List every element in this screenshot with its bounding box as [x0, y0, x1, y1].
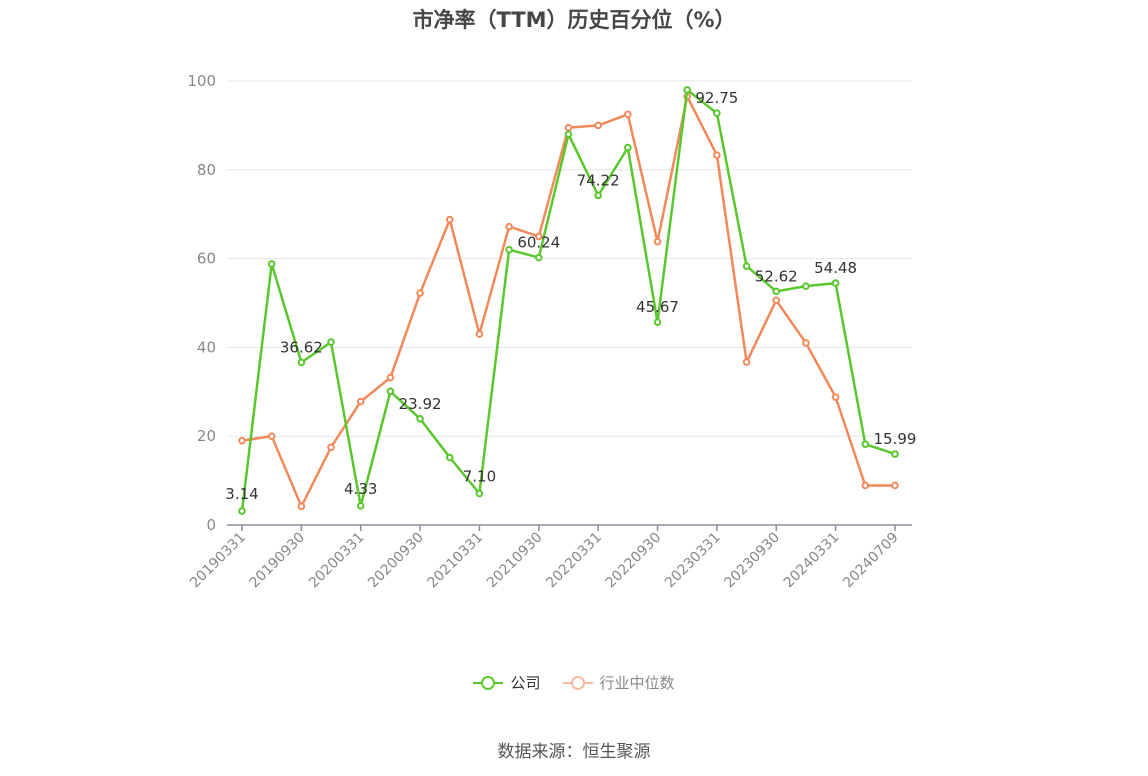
legend-item-company[interactable]: 公司: [473, 672, 541, 693]
y-tick-label: 60: [197, 250, 216, 268]
data-point-industry-median: [831, 393, 840, 401]
data-label: 3.14: [225, 485, 258, 503]
data-label: 60.24: [517, 234, 560, 252]
data-point-industry-median: [475, 330, 484, 338]
data-point-company: [416, 414, 424, 423]
data-point-industry-median: [356, 397, 365, 406]
data-point-company: [535, 253, 543, 262]
y-tick-label: 40: [197, 338, 216, 356]
y-tick-label: 20: [197, 427, 216, 445]
y-tick-label: 0: [206, 516, 216, 534]
data-point-company: [624, 143, 632, 152]
series-line-industry-median: [240, 95, 897, 508]
data-point-company: [445, 453, 454, 462]
data-label: 92.75: [695, 89, 738, 107]
data-point-company: [802, 282, 810, 290]
data-point-industry-median: [653, 237, 662, 246]
data-label: 52.62: [755, 267, 798, 285]
x-tick-label: 20190930: [246, 530, 308, 592]
data-point-industry-median: [772, 296, 781, 305]
data-point-industry-median: [742, 358, 751, 366]
data-point-company: [861, 440, 870, 448]
data-label: 4.33: [344, 480, 377, 498]
data-point-industry-median: [861, 481, 870, 490]
data-point-company: [505, 245, 513, 254]
legend-label-company: 公司: [510, 674, 541, 692]
data-point-company: [594, 191, 602, 200]
data-source-note: 数据来源：恒生聚源: [497, 742, 651, 762]
data-point-company: [327, 338, 335, 346]
data-point-company: [356, 501, 365, 510]
x-tick-label: 20220331: [543, 530, 605, 592]
chart-title: 市净率（TTM）历史百分位（%）: [412, 8, 736, 32]
x-tick-label: 20190331: [187, 530, 249, 592]
data-point-industry-median: [238, 436, 246, 445]
data-point-industry-median: [267, 432, 276, 441]
data-point-industry-median: [713, 151, 721, 159]
axes: 0 20 40 60 80 100 2019033120190930202003312020…: [187, 72, 912, 591]
data-point-industry-median: [505, 222, 513, 231]
data-point-company: [297, 358, 306, 367]
legend-label-industry-median: 行业中位数: [599, 674, 675, 692]
data-point-company: [713, 109, 721, 117]
legend: 公司 行业中位数: [0, 672, 1148, 693]
data-label: 36.62: [280, 338, 323, 356]
series-lines: [238, 86, 899, 515]
y-tick-label: 100: [187, 72, 216, 90]
data-label: 74.22: [577, 171, 620, 189]
data-point-industry-median: [327, 443, 335, 452]
x-tick-label: 20220930: [603, 530, 665, 592]
x-tick-label: 20200930: [365, 530, 427, 592]
x-tick-label: 20200331: [306, 530, 368, 592]
data-point-industry-median: [594, 121, 602, 130]
legend-marker-company-icon: [473, 675, 504, 691]
data-point-company: [772, 287, 781, 296]
legend-marker-industry-icon: [562, 675, 593, 691]
data-point-company: [653, 318, 662, 327]
data-point-industry-median: [386, 373, 395, 382]
x-tick-label: 20240331: [781, 530, 843, 592]
data-labels: 3.14 36.62 4.33 23.92 7.10 60.24 74.22 45.67 92.…: [225, 89, 916, 503]
data-point-company: [238, 507, 246, 515]
data-label: 15.99: [873, 430, 916, 448]
data-point-company: [267, 260, 276, 268]
data-point-industry-median: [624, 110, 632, 119]
data-point-industry-median: [416, 289, 424, 298]
data-point-industry-median: [564, 123, 573, 132]
data-point-industry-median: [445, 215, 454, 224]
y-tick-label: 80: [197, 161, 216, 179]
data-label: 7.10: [463, 467, 496, 485]
data-point-company: [891, 450, 899, 458]
data-point-company: [683, 86, 692, 94]
series-line-company: [240, 88, 897, 513]
data-point-company: [564, 130, 573, 139]
data-point-industry-median: [891, 481, 899, 490]
data-point-company: [742, 262, 751, 270]
x-tick-label: 20230930: [721, 530, 783, 592]
data-label: 54.48: [814, 259, 857, 277]
x-tick-label: 20240709: [840, 530, 902, 592]
x-tick-label: 20210331: [425, 530, 487, 592]
x-tick-label: 20210930: [484, 530, 546, 592]
x-tick-label: 20230331: [662, 530, 724, 592]
data-point-industry-median: [802, 339, 810, 347]
data-point-company: [475, 489, 484, 498]
data-label: 23.92: [399, 395, 442, 413]
data-point-industry-median: [297, 502, 306, 511]
data-label: 45.67: [636, 298, 679, 316]
grid-lines: [227, 80, 912, 437]
legend-item-industry-median[interactable]: 行业中位数: [562, 672, 675, 693]
data-point-industry-median: [535, 232, 543, 241]
data-point-company: [831, 279, 840, 287]
data-point-company: [386, 387, 395, 396]
